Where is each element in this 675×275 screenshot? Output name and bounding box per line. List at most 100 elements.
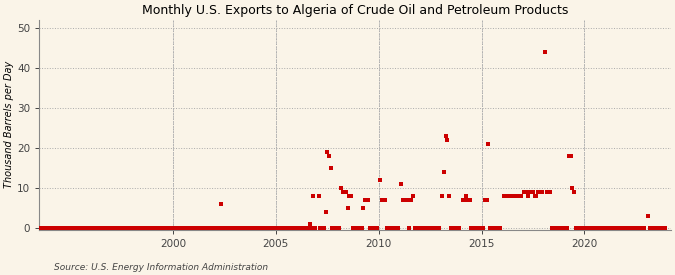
Point [514, 194, 524, 198]
Point [240, 226, 250, 230]
Point [279, 226, 290, 230]
Point [104, 226, 115, 230]
Point [329, 226, 340, 230]
Point [574, 226, 585, 230]
Point [198, 226, 209, 230]
Point [317, 226, 327, 230]
Point [567, 186, 578, 190]
Point [531, 194, 542, 198]
Point [162, 226, 173, 230]
Point [346, 194, 356, 198]
Point [97, 226, 108, 230]
Point [300, 226, 310, 230]
Point [195, 226, 206, 230]
Point [588, 226, 599, 230]
Point [117, 226, 128, 230]
Point [136, 226, 147, 230]
Point [80, 226, 91, 230]
Point [148, 226, 159, 230]
Point [423, 226, 434, 230]
Point [447, 226, 458, 230]
Point [440, 134, 451, 138]
Point [454, 226, 464, 230]
Point [431, 226, 442, 230]
Point [35, 226, 46, 230]
Point [260, 226, 271, 230]
Point [512, 194, 523, 198]
Point [404, 226, 415, 230]
Point [543, 189, 554, 194]
Point [400, 198, 411, 202]
Point [325, 166, 336, 170]
Point [462, 198, 473, 202]
Point [246, 226, 257, 230]
Point [360, 198, 371, 202]
Point [114, 226, 125, 230]
Point [596, 226, 607, 230]
Point [605, 226, 616, 230]
Point [348, 226, 358, 230]
Point [472, 226, 483, 230]
Point [210, 226, 221, 230]
Point [54, 226, 65, 230]
Point [521, 189, 532, 194]
Point [493, 226, 504, 230]
Point [554, 226, 564, 230]
Point [47, 226, 58, 230]
Point [536, 189, 547, 194]
Point [498, 194, 509, 198]
Point [28, 226, 39, 230]
Point [166, 226, 177, 230]
Point [277, 226, 288, 230]
Point [217, 226, 228, 230]
Point [107, 226, 118, 230]
Point [212, 226, 223, 230]
Point [319, 226, 329, 230]
Point [379, 198, 389, 202]
Point [519, 189, 530, 194]
Point [161, 226, 171, 230]
Point [450, 226, 461, 230]
Point [231, 226, 242, 230]
Point [437, 194, 448, 198]
Point [298, 226, 308, 230]
Point [634, 226, 645, 230]
Point [380, 198, 391, 202]
Point [164, 226, 175, 230]
Point [92, 226, 103, 230]
Point [586, 226, 597, 230]
Point [637, 226, 648, 230]
Point [200, 226, 211, 230]
Point [183, 226, 194, 230]
Point [323, 153, 334, 158]
Point [358, 206, 369, 210]
Point [430, 226, 441, 230]
Point [526, 189, 537, 194]
Point [269, 226, 279, 230]
Point [598, 226, 609, 230]
Point [576, 226, 587, 230]
Point [113, 226, 124, 230]
Point [263, 226, 274, 230]
Point [421, 226, 432, 230]
Point [68, 226, 79, 230]
Point [658, 226, 669, 230]
Point [367, 226, 377, 230]
Point [157, 226, 168, 230]
Point [84, 226, 95, 230]
Point [27, 226, 38, 230]
Point [190, 226, 200, 230]
Point [215, 202, 226, 206]
Point [78, 226, 89, 230]
Point [387, 226, 398, 230]
Point [174, 226, 185, 230]
Point [375, 178, 385, 182]
Point [306, 226, 317, 230]
Point [292, 226, 303, 230]
Point [577, 226, 588, 230]
Point [234, 226, 245, 230]
Point [116, 226, 127, 230]
Point [545, 189, 556, 194]
Point [30, 226, 41, 230]
Point [371, 226, 382, 230]
